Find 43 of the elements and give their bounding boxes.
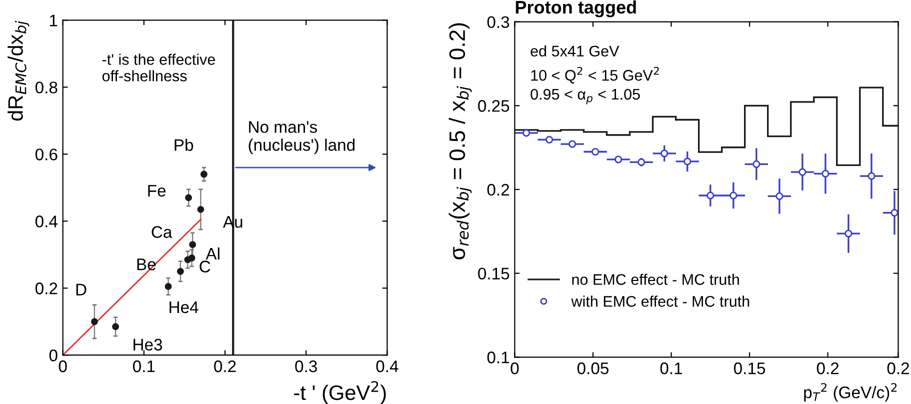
x-tick-label: 0.2	[887, 362, 909, 374]
legend-label: no EMC effect - MC truth	[572, 274, 739, 285]
x-axis-title: p$_{T}$$^{2}$ (GeV/c)$^{2}$	[804, 383, 897, 402]
x-tick-label: 0.05	[577, 362, 609, 374]
x-axis-title: -t ' (GeV$^{2}$)	[294, 381, 386, 404]
x-tick-label: 0.2	[816, 362, 839, 374]
legend-label: with EMC effect - MC truth	[571, 296, 750, 307]
y-tick-label: 1	[50, 14, 58, 26]
annotation: C	[200, 260, 210, 272]
annotation: ed 5x41 GeV	[530, 45, 620, 57]
y-tick-label: 0.1	[487, 352, 510, 364]
y-tick-label: 0.3	[487, 16, 510, 28]
x-tick-label: 0.2	[214, 360, 236, 372]
annotation: He4	[170, 302, 198, 314]
annotation: Be	[137, 258, 156, 270]
x-tick-label: 0.15	[734, 362, 766, 374]
x-tick-label: 0.1	[660, 362, 682, 374]
annotation: Ca	[152, 226, 172, 238]
annotation: 10 < Q$^{2}$ < 15 GeV$^{2}$	[531, 66, 659, 84]
annotation: D	[76, 284, 86, 296]
annotation: He3	[134, 338, 162, 351]
annotation: -t' is the effective off-shellness	[102, 54, 215, 82]
y-axis-title: dR$_{EMC}$/dx$_{bj}$	[8, 20, 30, 121]
y-tick-label: 0.15	[478, 268, 510, 280]
annotation: 0.95 < α$_{p}$ < 1.05	[530, 88, 640, 104]
x-tick-label: 0.1	[133, 360, 155, 372]
x-tick-label: 0.3	[295, 360, 317, 372]
y-axis-title: σ$_{red}$(x$_{bj}$ = 0.5 / x$_{bj}$ = 0.2)	[448, 23, 472, 260]
annotation: Pb	[174, 138, 194, 151]
y-tick-label: 0.4	[35, 216, 58, 228]
chart-title: Proton tagged	[516, 0, 636, 18]
x-tick-label: 0	[510, 362, 519, 374]
y-tick-label: 0.25	[478, 100, 510, 112]
x-tick-label: 0.4	[376, 360, 398, 372]
y-tick-label: 0	[49, 350, 58, 362]
annotation: Fe	[148, 184, 166, 197]
y-tick-label: 0.8	[35, 82, 58, 94]
y-tick-label: 0.2	[35, 282, 58, 294]
annotation: Al	[206, 247, 220, 260]
y-tick-label: 0.6	[35, 148, 58, 160]
y-tick-label: 0.2	[487, 184, 510, 196]
x-tick-label: 0	[58, 360, 67, 372]
annotation: No man's (nucleus') land	[248, 121, 355, 154]
